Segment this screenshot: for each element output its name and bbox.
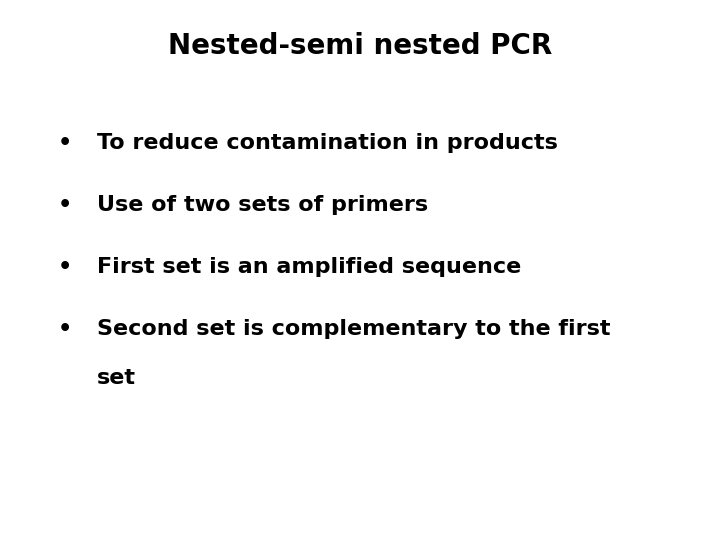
Text: First set is an amplified sequence: First set is an amplified sequence	[97, 257, 521, 278]
Text: •: •	[58, 319, 72, 340]
Text: Second set is complementary to the first: Second set is complementary to the first	[97, 319, 611, 340]
Text: Nested-semi nested PCR: Nested-semi nested PCR	[168, 32, 552, 60]
Text: Use of: Use of	[97, 195, 184, 215]
Text: set: set	[97, 368, 136, 388]
Text: two sets of primers: two sets of primers	[184, 195, 428, 215]
Text: •: •	[58, 257, 72, 278]
Text: •: •	[58, 133, 72, 153]
Text: •: •	[58, 195, 72, 215]
Text: To reduce contamination in products: To reduce contamination in products	[97, 133, 558, 153]
